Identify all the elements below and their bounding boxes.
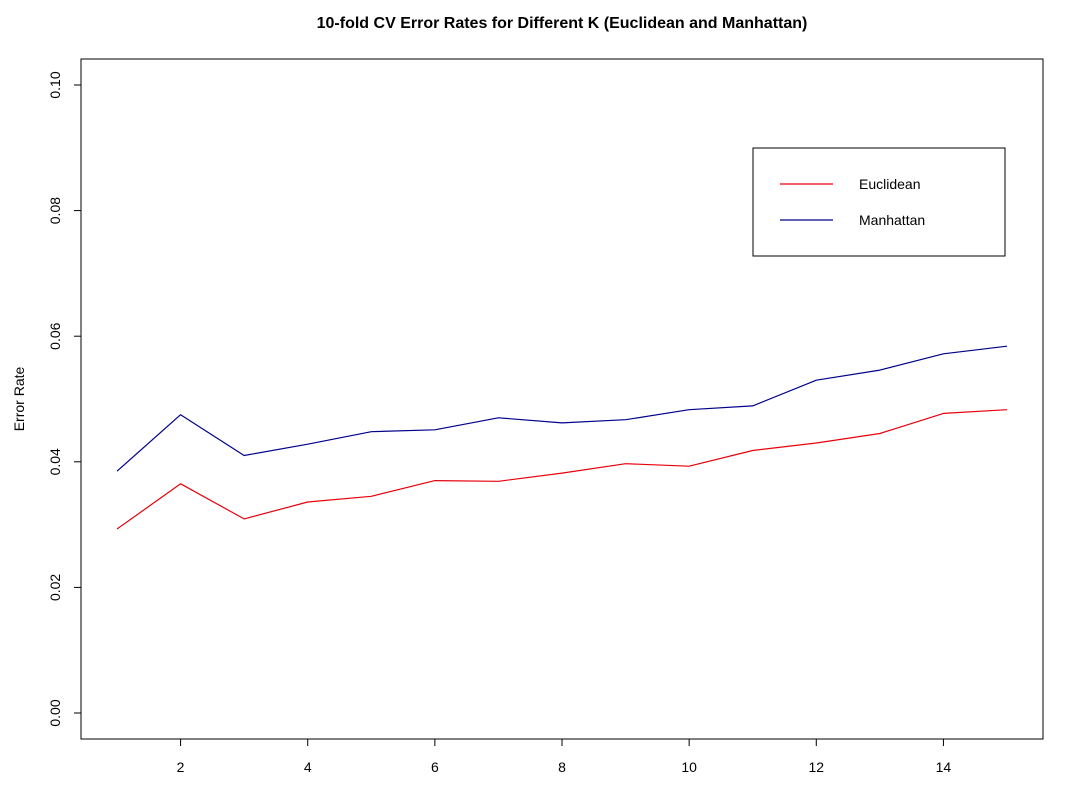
x-tick-label: 14 [936,759,952,775]
x-tick-label: 6 [431,759,439,775]
series-layer [116,345,1008,530]
x-tick-label: 8 [558,759,566,775]
y-tick-label: 0.10 [47,71,63,98]
x-tick-label: 4 [304,759,312,775]
y-axis-label: Error Rate [11,367,27,432]
y-axis: 0.00 0.02 0.04 0.06 0.08 0.10 [47,71,82,727]
series-line-euclidean [116,409,1008,530]
y-tick-label: 0.06 [47,322,63,349]
chart-title: 10-fold CV Error Rates for Different K (… [317,15,808,32]
legend-box [752,147,1006,257]
y-tick-label: 0.08 [47,197,63,224]
legend: Euclidean Manhattan [752,147,1006,257]
y-tick-label: 0.00 [47,699,63,726]
y-tick-label: 0.02 [47,574,63,601]
y-tick-label: 0.04 [47,448,63,475]
x-tick-label: 10 [681,759,697,775]
x-axis: 2 4 6 8 10 12 14 [177,738,952,775]
x-tick-label: 12 [808,759,824,775]
x-tick-label: 2 [177,759,185,775]
legend-label-euclidean: Euclidean [859,176,921,192]
series-line-manhattan [116,345,1008,472]
legend-label-manhattan: Manhattan [859,212,925,228]
